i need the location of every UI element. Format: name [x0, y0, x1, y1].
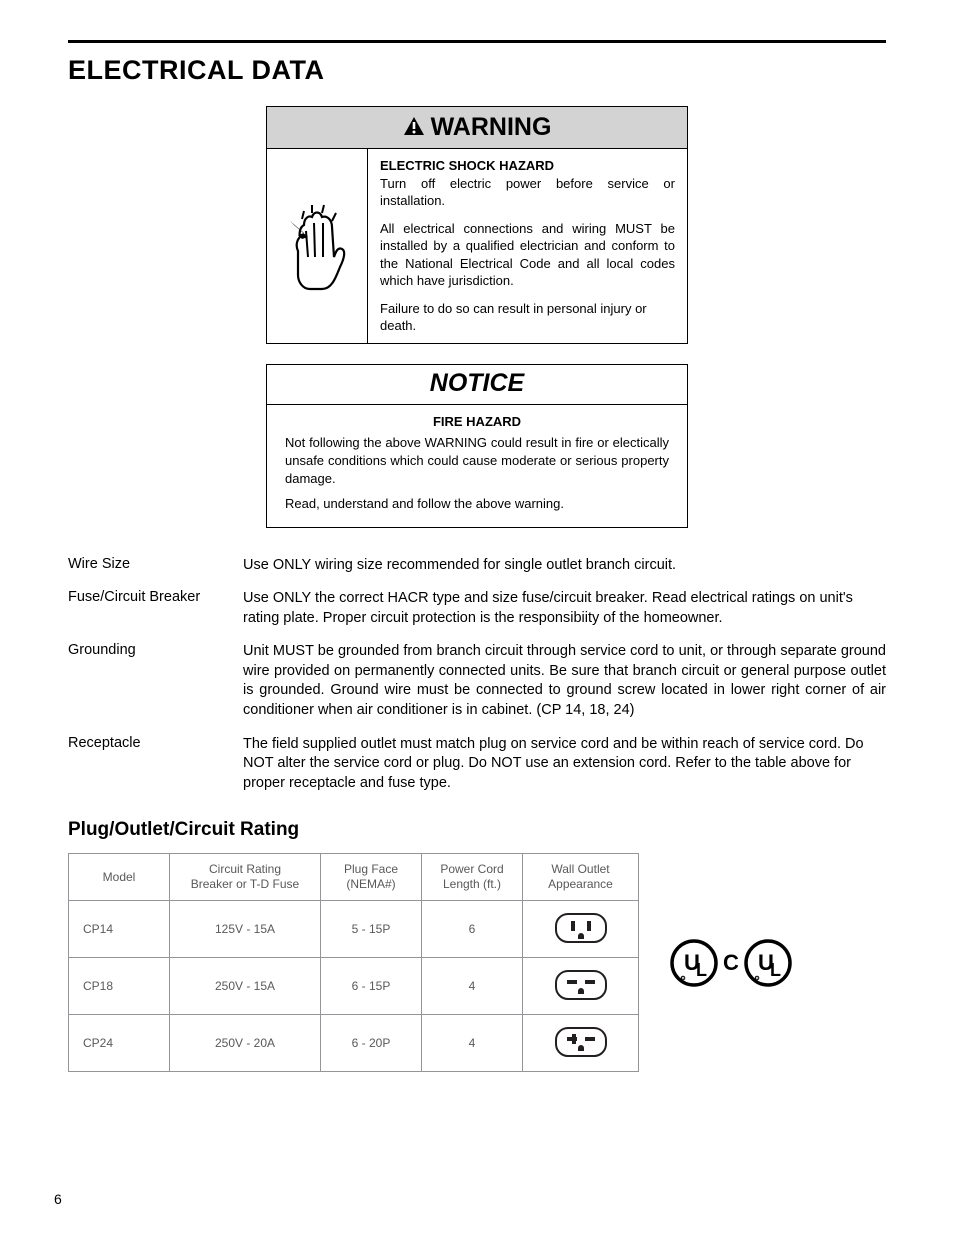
svg-text:R: R	[681, 976, 684, 981]
cell-outlet-icon	[523, 958, 639, 1015]
cell-circuit: 250V - 20A	[170, 1015, 321, 1072]
definitions-list: Wire Size Use ONLY wiring size recommend…	[68, 556, 886, 794]
table-row: CP24250V - 20A6 - 20P4	[69, 1015, 639, 1072]
warning-box: WARNING	[266, 106, 688, 344]
subsection-title: Plug/Outlet/Circuit Rating	[68, 819, 886, 841]
page-number: 6	[54, 1191, 62, 1207]
definition-row: Receptacle The field supplied outlet mus…	[68, 735, 886, 794]
ul-c-text: C	[723, 950, 739, 976]
svg-text:L: L	[696, 960, 707, 980]
definition-text: Use ONLY the correct HACR type and size …	[243, 589, 886, 628]
notice-paragraph-1: Not following the above WARNING could re…	[285, 434, 669, 487]
table-row: CP14125V - 15A5 - 15P6	[69, 901, 639, 958]
cell-model: CP18	[69, 958, 170, 1015]
cell-circuit: 250V - 15A	[170, 958, 321, 1015]
table-header-outlet: Wall OutletAppearance	[523, 854, 639, 901]
table-header-model: Model	[69, 854, 170, 901]
definition-label: Receptacle	[68, 735, 243, 794]
cell-cord: 6	[422, 901, 523, 958]
table-header-cord: Power CordLength (ft.)	[422, 854, 523, 901]
cell-plug: 5 - 15P	[321, 901, 422, 958]
cell-model: CP14	[69, 901, 170, 958]
section-title: ELECTRICAL DATA	[68, 55, 886, 86]
cell-model: CP24	[69, 1015, 170, 1072]
svg-text:L: L	[770, 960, 781, 980]
definition-text: Unit MUST be grounded from branch circui…	[243, 642, 886, 720]
definition-row: Wire Size Use ONLY wiring size recommend…	[68, 556, 886, 576]
definition-text: Use ONLY wiring size recommended for sin…	[243, 556, 886, 576]
cell-outlet-icon	[523, 1015, 639, 1072]
top-horizontal-rule	[68, 40, 886, 43]
cell-cord: 4	[422, 1015, 523, 1072]
cell-plug: 6 - 15P	[321, 958, 422, 1015]
notice-body: FIRE HAZARD Not following the above WARN…	[267, 405, 687, 527]
warning-paragraph-2: All electrical connections and wiring MU…	[380, 220, 675, 290]
document-page: ELECTRICAL DATA WARNING	[0, 0, 954, 1235]
definition-label: Wire Size	[68, 556, 243, 576]
warning-header-text: WARNING	[431, 113, 552, 142]
warning-header: WARNING	[267, 107, 687, 149]
cell-outlet-icon	[523, 901, 639, 958]
ul-logo-icon: U L R	[669, 938, 719, 988]
notice-box: NOTICE FIRE HAZARD Not following the abo…	[266, 364, 688, 528]
warning-paragraph-1: Turn off electric power before service o…	[380, 175, 675, 210]
cell-plug: 6 - 20P	[321, 1015, 422, 1072]
ratings-table: Model Circuit RatingBreaker or T-D Fuse …	[68, 853, 639, 1072]
ul-logo-icon: U L R	[743, 938, 793, 988]
definition-row: Fuse/Circuit Breaker Use ONLY the correc…	[68, 589, 886, 628]
notice-header: NOTICE	[267, 365, 687, 405]
ul-certification-logos: U L R C U L R	[669, 938, 793, 988]
warning-subtitle: ELECTRIC SHOCK HAZARD	[380, 158, 554, 173]
definition-row: Grounding Unit MUST be grounded from bra…	[68, 642, 886, 720]
notice-paragraph-2: Read, understand and follow the above wa…	[285, 495, 669, 513]
warning-text: ELECTRIC SHOCK HAZARD Turn off electric …	[368, 149, 687, 343]
definition-label: Grounding	[68, 642, 243, 720]
svg-text:R: R	[755, 976, 758, 981]
cell-cord: 4	[422, 958, 523, 1015]
table-header-plug: Plug Face(NEMA#)	[321, 854, 422, 901]
alert-triangle-icon	[403, 114, 425, 143]
definition-text: The field supplied outlet must match plu…	[243, 735, 886, 794]
notice-subtitle: FIRE HAZARD	[285, 413, 669, 431]
definition-label: Fuse/Circuit Breaker	[68, 589, 243, 628]
table-row: CP18250V - 15A6 - 15P4	[69, 958, 639, 1015]
cell-circuit: 125V - 15A	[170, 901, 321, 958]
warning-paragraph-3: Failure to do so can result in personal …	[380, 300, 675, 335]
table-header-circuit: Circuit RatingBreaker or T-D Fuse	[170, 854, 321, 901]
shock-hazard-icon	[267, 149, 368, 343]
